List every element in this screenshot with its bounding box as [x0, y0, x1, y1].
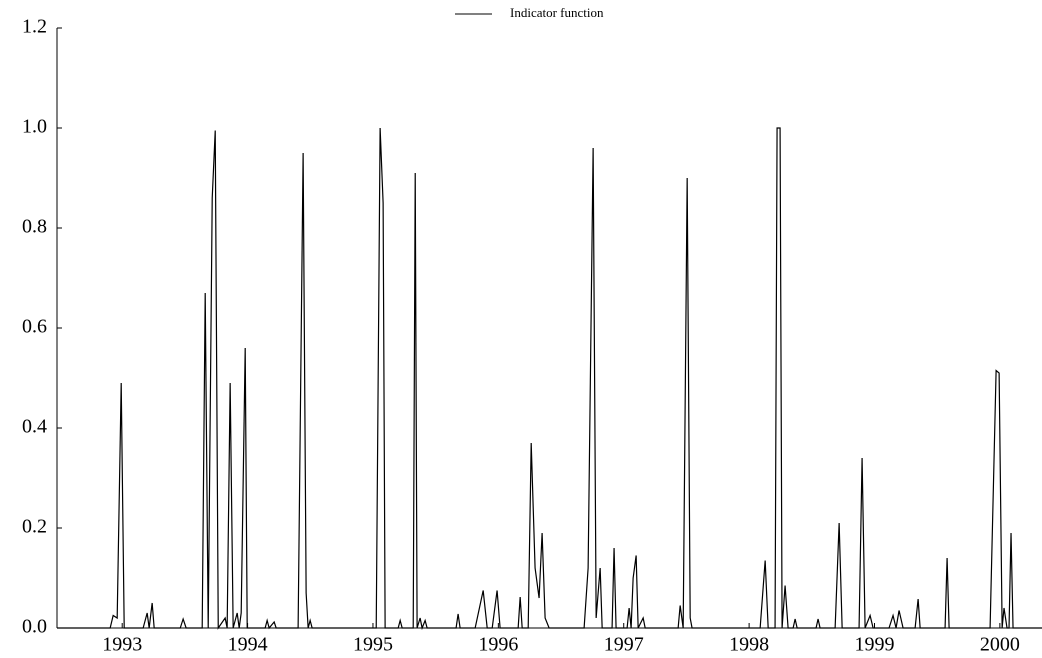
x-tick-label: 1997 [604, 634, 644, 656]
x-tick-label: 1993 [102, 634, 142, 656]
line-series [57, 127, 1042, 631]
y-tick-label: 0.8 [22, 216, 47, 238]
x-tick-label: 2000 [980, 634, 1020, 656]
x-tick-label: 1996 [478, 634, 518, 656]
x-tick-label: 1995 [353, 634, 393, 656]
y-tick-label: 0.2 [22, 516, 47, 538]
y-tick-label: 0.0 [22, 616, 47, 638]
x-tick-label: 1998 [729, 634, 769, 656]
legend-label: Indicator function [510, 5, 604, 20]
x-tick-label: 1999 [854, 634, 894, 656]
y-tick-label: 0.4 [22, 416, 47, 438]
y-tick-label: 0.6 [22, 316, 47, 338]
y-tick-label: 1.2 [22, 16, 47, 38]
y-tick-label: 1.0 [22, 116, 47, 138]
x-tick-label: 1994 [228, 634, 268, 656]
